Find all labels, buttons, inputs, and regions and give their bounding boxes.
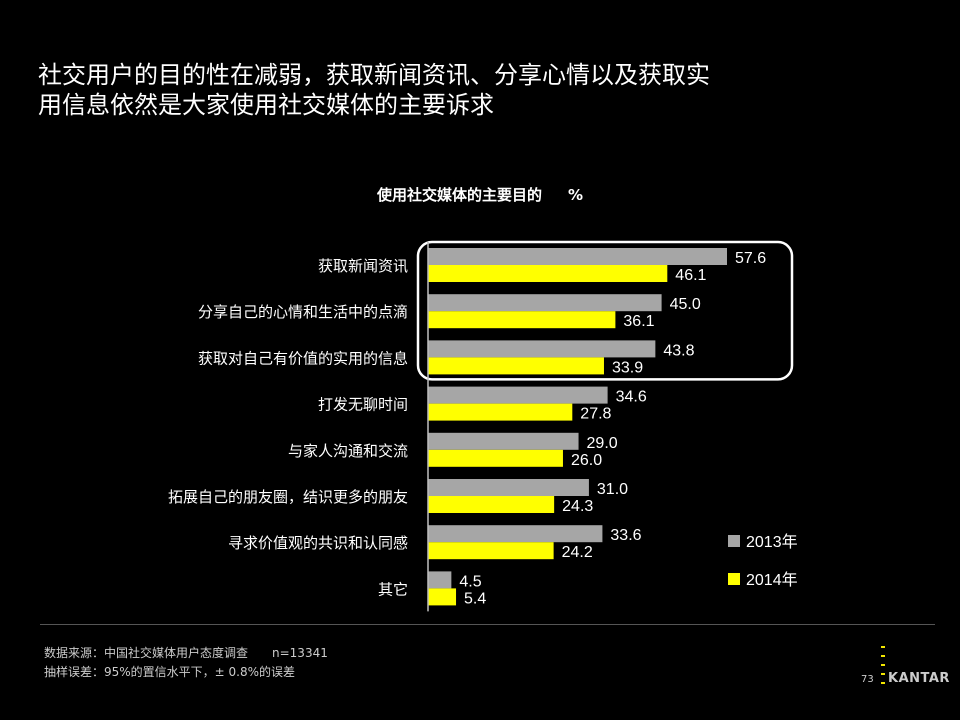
category-label: 与家人沟通和交流 <box>288 442 408 460</box>
bar-2013 <box>428 571 452 589</box>
legend-label: 2013年 <box>746 533 798 551</box>
value-label: 45.0 <box>670 296 701 313</box>
category-label: 获取对自己有价值的实用的信息 <box>198 349 408 367</box>
value-label: 4.5 <box>459 573 481 590</box>
bar-2013 <box>428 386 608 404</box>
category-label: 分享自己的心情和生活中的点滴 <box>198 303 408 321</box>
bar-2013 <box>428 432 579 450</box>
bar-2013 <box>428 248 727 265</box>
bar-2014 <box>428 496 555 513</box>
value-label: 57.6 <box>735 250 766 267</box>
value-label: 34.6 <box>616 389 647 406</box>
logo-dots-icon <box>881 646 885 688</box>
source-text: 数据来源：中国社交媒体用户态度调查 <box>44 646 249 660</box>
legend-swatch <box>728 573 740 585</box>
legend-label: 2014年 <box>746 571 798 589</box>
bar-2013 <box>428 525 603 543</box>
slide-title-line-1: 社交用户的目的性在减弱，获取新闻资讯、分享心情以及获取实 <box>38 61 710 89</box>
value-label: 46.1 <box>675 267 706 284</box>
value-label: 24.2 <box>562 544 593 561</box>
kantar-logo: KANTAR <box>888 671 950 686</box>
category-label: 获取新闻资讯 <box>318 257 408 275</box>
category-label: 打发无聊时间 <box>318 396 408 414</box>
category-label: 寻求价值观的共识和认同感 <box>228 534 408 552</box>
page-number: 73 <box>861 674 874 685</box>
value-label: 36.1 <box>623 313 654 330</box>
bar-2014 <box>428 357 604 375</box>
value-label: 27.8 <box>580 406 611 423</box>
bar-2014 <box>428 311 616 329</box>
value-label: 33.6 <box>610 527 641 544</box>
value-label: 43.8 <box>663 342 694 359</box>
bar-2013 <box>428 340 656 358</box>
category-label: 其它 <box>378 580 408 598</box>
bar-2014 <box>428 449 563 467</box>
bar-2014 <box>428 403 573 421</box>
bar-2013 <box>428 294 662 312</box>
chart-unit: % <box>567 186 584 204</box>
footer-divider <box>40 624 935 625</box>
highlight-box <box>416 240 794 381</box>
legend-swatch <box>728 535 740 547</box>
sample-size: n=13341 <box>272 646 328 660</box>
value-label: 24.3 <box>562 498 593 515</box>
value-label: 29.0 <box>587 435 618 452</box>
bar-2014 <box>428 265 668 282</box>
value-label: 26.0 <box>571 452 602 469</box>
value-label: 33.9 <box>612 359 643 376</box>
source-line: 数据来源：中国社交媒体用户态度调查 n=13341 <box>44 644 328 663</box>
source-note: 数据来源：中国社交媒体用户态度调查 n=13341 抽样误差：95%的置信水平下，… <box>44 644 328 682</box>
bar-2014 <box>428 542 554 560</box>
bar-2013 <box>428 479 589 496</box>
chart-title: 使用社交媒体的主要目的% <box>0 184 960 205</box>
slide-title-line-2: 用信息依然是大家使用社交媒体的主要诉求 <box>38 91 494 119</box>
value-label: 5.4 <box>464 590 486 607</box>
value-label: 31.0 <box>597 481 628 498</box>
chart-title-text: 使用社交媒体的主要目的 <box>376 186 542 204</box>
bar-2014 <box>428 588 457 606</box>
slide-title: 社交用户的目的性在减弱，获取新闻资讯、分享心情以及获取实 用信息依然是大家使用社… <box>38 60 858 120</box>
category-label: 拓展自己的朋友圈，结识更多的朋友 <box>168 488 408 506</box>
sampling-error-text: 抽样误差：95%的置信水平下，± 0.8%的误差 <box>44 665 296 679</box>
